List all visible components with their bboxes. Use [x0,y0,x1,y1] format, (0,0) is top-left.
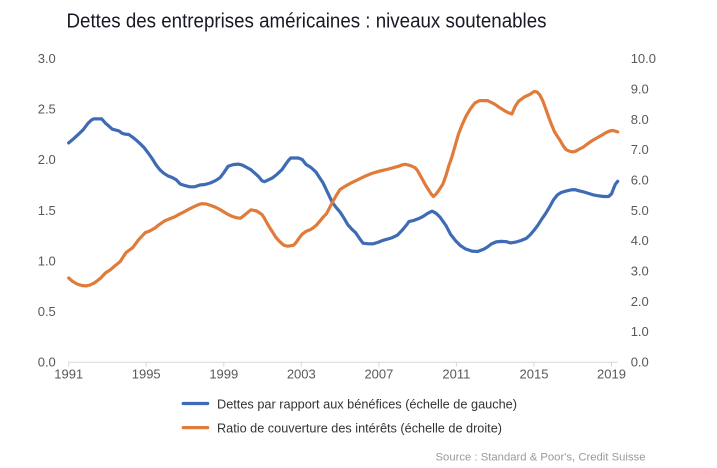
svg-text:2007: 2007 [364,367,393,382]
svg-text:9.0: 9.0 [631,82,649,97]
svg-text:3.0: 3.0 [631,264,649,279]
svg-text:0.5: 0.5 [38,304,56,319]
svg-text:1995: 1995 [132,367,161,382]
svg-text:1999: 1999 [209,367,238,382]
svg-text:7.0: 7.0 [631,142,649,157]
svg-text:3.0: 3.0 [38,51,56,66]
svg-text:0.0: 0.0 [631,354,649,369]
svg-text:2015: 2015 [520,367,549,382]
svg-text:0.0: 0.0 [38,354,56,369]
svg-text:2.5: 2.5 [38,102,56,117]
svg-text:Source : Standard & Poor's, Cr: Source : Standard & Poor's, Credit Suiss… [436,451,646,463]
svg-text:5.0: 5.0 [631,203,649,218]
svg-text:1.0: 1.0 [38,253,56,268]
svg-text:2.0: 2.0 [631,294,649,309]
svg-text:2003: 2003 [287,367,316,382]
svg-text:6.0: 6.0 [631,173,649,188]
svg-text:2.0: 2.0 [38,152,56,167]
svg-text:4.0: 4.0 [631,233,649,248]
svg-text:1.0: 1.0 [631,324,649,339]
svg-text:8.0: 8.0 [631,112,649,127]
svg-text:Ratio de couverture des intérê: Ratio de couverture des intérêts (échell… [217,420,502,435]
svg-text:1.5: 1.5 [38,203,56,218]
svg-text:2011: 2011 [442,367,470,382]
svg-text:1991: 1991 [54,367,83,382]
svg-text:10.0: 10.0 [631,51,656,66]
svg-text:2019: 2019 [597,367,626,382]
svg-text:Dettes par rapport aux bénéfic: Dettes par rapport aux bénéfices (échell… [217,396,517,411]
svg-text:Dettes des entreprises américa: Dettes des entreprises américaines : niv… [67,11,547,33]
